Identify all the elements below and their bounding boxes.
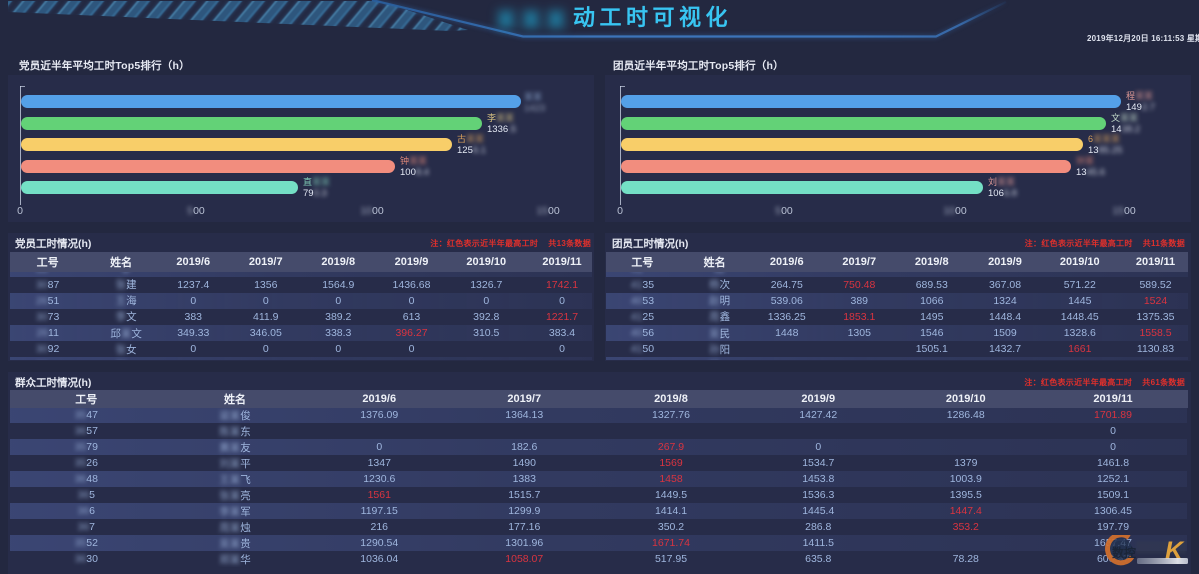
svg-text:数控: 数控 xyxy=(1112,545,1136,560)
